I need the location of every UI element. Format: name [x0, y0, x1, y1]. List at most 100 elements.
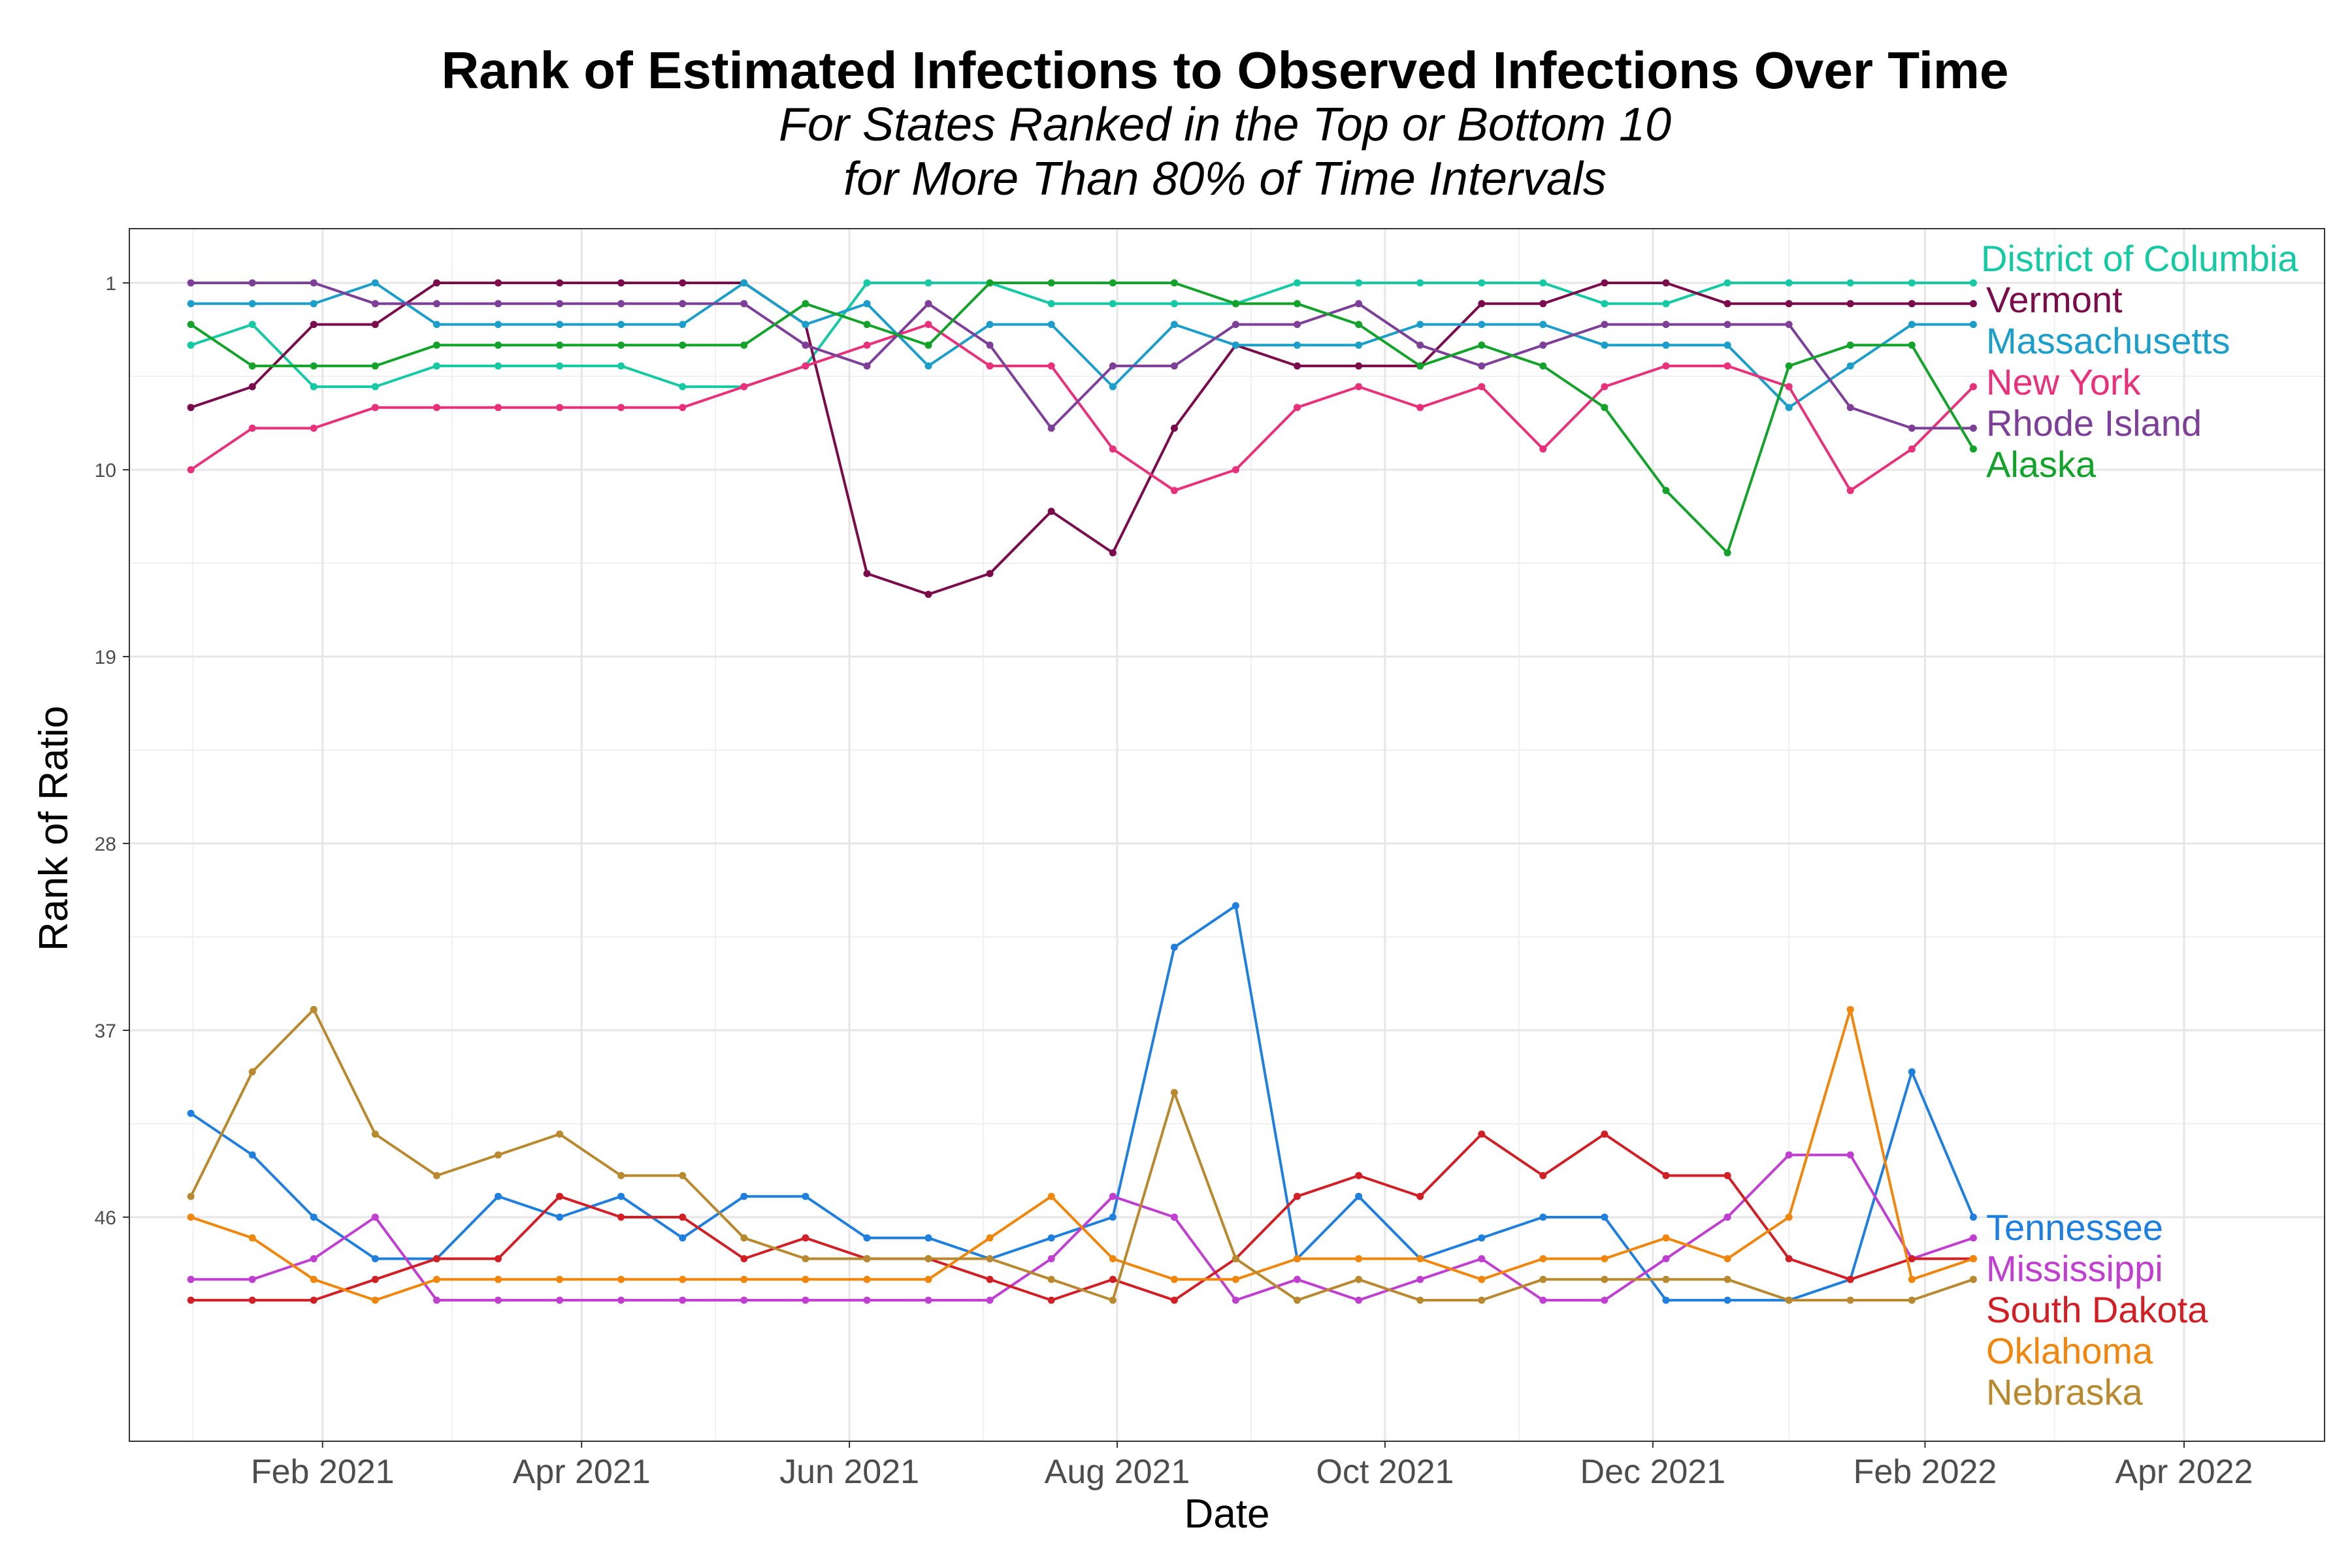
data-point: [802, 1296, 809, 1304]
data-point: [1416, 279, 1424, 287]
series-label: Mississippi: [1986, 1248, 2163, 1289]
data-point: [1601, 279, 1609, 287]
series-label: Rhode Island: [1986, 402, 2202, 444]
data-point: [310, 279, 318, 287]
data-point: [1662, 1171, 1670, 1179]
data-point: [433, 279, 440, 287]
x-tick-label: Aug 2021: [1045, 1453, 1190, 1491]
data-point: [1170, 943, 1178, 951]
y-tick-label: 37: [95, 1021, 116, 1042]
data-point: [802, 1192, 809, 1200]
data-point: [863, 570, 871, 578]
data-point: [1047, 321, 1055, 329]
data-point: [248, 321, 256, 329]
data-point: [986, 321, 994, 329]
series-layer: [187, 279, 1977, 1304]
data-point: [310, 383, 318, 391]
data-point: [1355, 300, 1363, 308]
series-label: Tennessee: [1986, 1207, 2163, 1248]
data-point: [1047, 1255, 1055, 1263]
data-point: [1723, 1255, 1731, 1263]
data-point: [433, 362, 440, 370]
data-point: [1785, 1255, 1793, 1263]
data-point: [433, 321, 440, 329]
data-point: [1846, 404, 1854, 412]
x-tick-label: Apr 2022: [2115, 1453, 2253, 1491]
data-point: [556, 279, 564, 287]
data-point: [863, 321, 871, 329]
data-point: [1416, 362, 1424, 370]
data-point: [1478, 1130, 1486, 1138]
data-point: [1294, 1296, 1301, 1304]
data-point: [1109, 1192, 1117, 1200]
data-point: [1109, 1213, 1117, 1221]
series-line: [189, 282, 1975, 555]
data-point: [617, 404, 625, 412]
data-point: [495, 300, 502, 308]
data-point: [1355, 362, 1363, 370]
data-point: [924, 341, 932, 349]
data-point: [1170, 321, 1178, 329]
data-point: [1170, 279, 1178, 287]
data-point: [556, 404, 564, 412]
data-point: [556, 1192, 564, 1200]
data-point: [495, 321, 502, 329]
y-axis: 1 10 19 28 37 46: [95, 273, 129, 1229]
data-point: [1294, 321, 1301, 329]
data-point: [1908, 1275, 1916, 1283]
data-point: [1416, 404, 1424, 412]
data-point: [1232, 341, 1239, 349]
x-tick-label: Jun 2021: [779, 1453, 919, 1491]
data-point: [371, 1130, 379, 1138]
data-point: [310, 424, 318, 432]
series-line: [189, 1008, 1974, 1302]
series-label: Vermont: [1986, 279, 2123, 320]
data-point: [248, 1068, 256, 1076]
data-point: [617, 1171, 625, 1179]
data-point: [1355, 1296, 1363, 1304]
data-point: [1170, 1088, 1178, 1096]
data-point: [556, 300, 564, 308]
data-point: [1785, 362, 1793, 370]
data-point: [1539, 1255, 1547, 1263]
data-point: [1416, 1192, 1424, 1200]
series-vermont: [187, 279, 1977, 598]
data-point: [1294, 1275, 1301, 1283]
data-point: [248, 1234, 256, 1242]
data-point: [248, 300, 256, 308]
data-point: [617, 300, 625, 308]
minor-gridlines: [129, 229, 2325, 1441]
chart-title: Rank of Estimated Infections to Observed…: [441, 41, 2009, 99]
series-line: [190, 282, 1974, 596]
data-point: [1662, 1296, 1670, 1304]
data-point: [371, 1296, 379, 1304]
data-point: [556, 1130, 564, 1138]
data-point: [740, 1255, 748, 1263]
series-alaska: [187, 279, 1977, 557]
data-point: [1109, 300, 1117, 308]
series-label: Nebraska: [1986, 1371, 2144, 1413]
data-point: [187, 1213, 195, 1221]
data-point: [1662, 321, 1670, 329]
data-point: [310, 1296, 318, 1304]
series-line: [191, 282, 1974, 409]
data-point: [1232, 1296, 1239, 1304]
data-point: [1109, 1255, 1117, 1263]
data-point: [1232, 466, 1239, 474]
data-point: [1355, 1192, 1363, 1200]
data-point: [1109, 1275, 1117, 1283]
series-oklahoma: [187, 1005, 1977, 1304]
data-point: [863, 1255, 871, 1263]
data-point: [1355, 279, 1363, 287]
data-point: [924, 1275, 932, 1283]
data-point: [433, 404, 440, 412]
data-point: [1109, 279, 1117, 287]
data-point: [617, 1296, 625, 1304]
data-point: [1478, 341, 1486, 349]
data-point: [1908, 445, 1916, 453]
data-point: [1969, 321, 1977, 329]
data-point: [1662, 1234, 1670, 1242]
data-point: [802, 1255, 809, 1263]
data-point: [433, 1255, 440, 1263]
data-point: [802, 300, 809, 308]
